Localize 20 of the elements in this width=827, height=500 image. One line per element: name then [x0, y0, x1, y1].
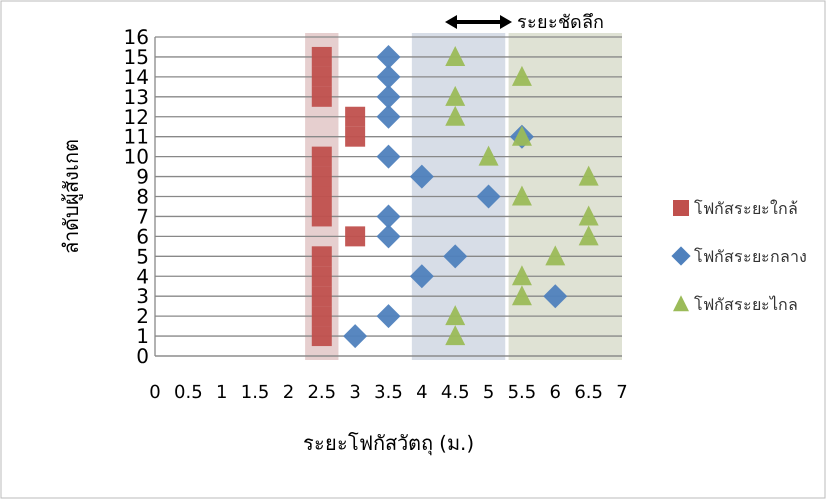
x-tick-label: 2	[282, 382, 294, 403]
legend-label: โฟกัสระยะไกล	[694, 295, 798, 314]
x-tick-label: 5	[482, 382, 494, 403]
x-tick-label: 0.5	[174, 382, 203, 403]
x-tick-label: 5.5	[508, 382, 536, 403]
legend-label: โฟกัสระยะกลาง	[694, 247, 807, 266]
x-tick-label: 3	[349, 382, 361, 403]
x-tick-label: 6.5	[574, 382, 603, 403]
x-tick-label: 1.5	[240, 382, 270, 403]
x-tick-label: 7	[616, 382, 628, 403]
x-tick-label: 2.5	[307, 382, 336, 403]
x-tick-label: 4.5	[440, 382, 470, 403]
x-tick-label: 4	[416, 382, 428, 403]
x-tick-label: 1	[216, 382, 228, 403]
legend-label: โฟกัสระยะใกล้	[694, 199, 798, 218]
x-axis-title: ระยะโฟกัสวัตถุ (ม.)	[302, 431, 474, 456]
x-tick-label: 6	[550, 382, 562, 403]
text: ระยะชัดลึก	[517, 12, 604, 33]
x-tick-label: 3.5	[374, 382, 403, 403]
y-axis-title: ลำดับผู้สังเกต	[59, 139, 84, 254]
